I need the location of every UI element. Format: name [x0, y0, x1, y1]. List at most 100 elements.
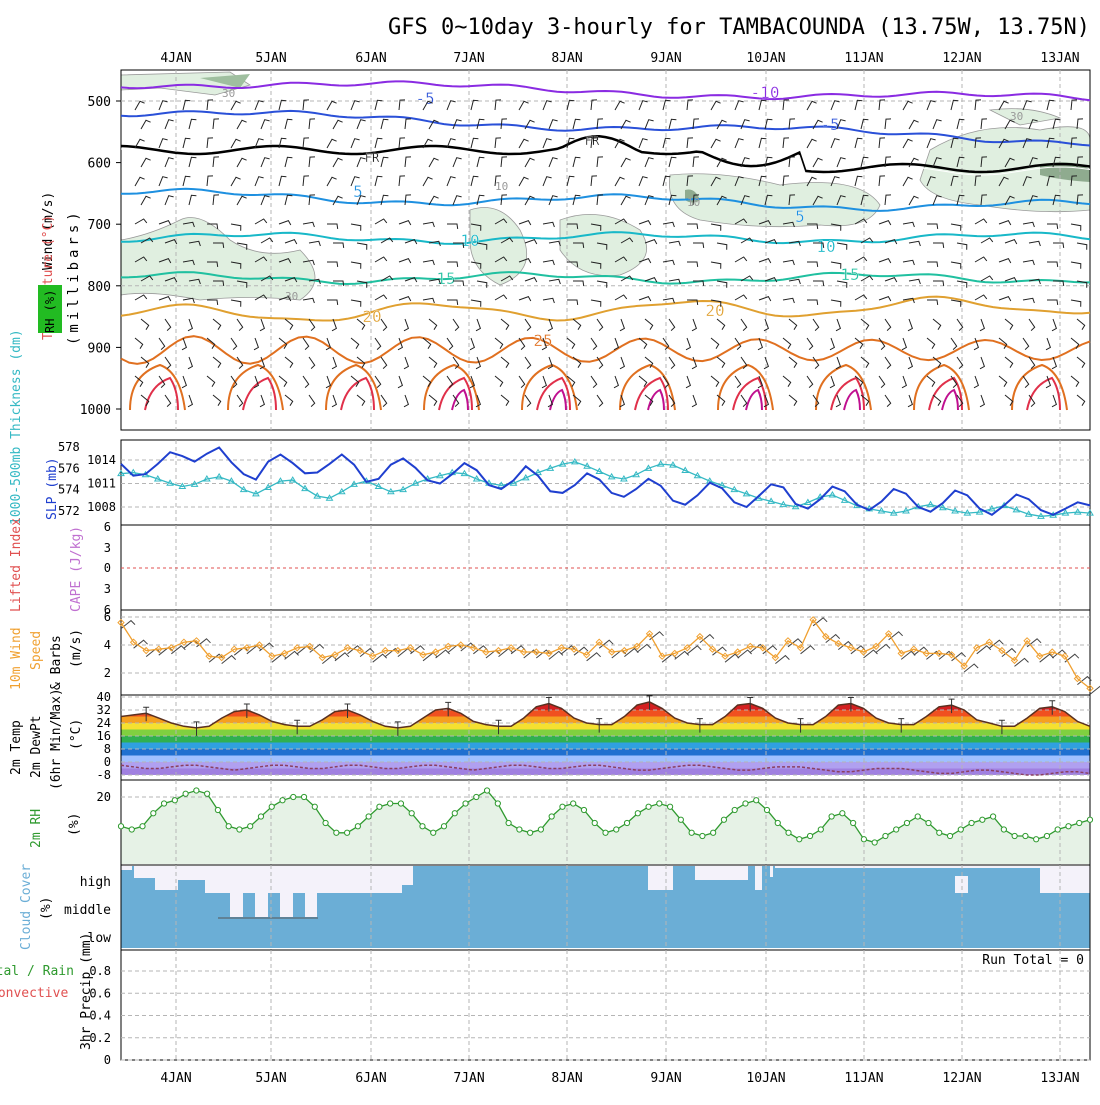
thickness-point: [570, 457, 579, 465]
wind-barb: [1076, 280, 1088, 288]
isotherm-40: [941, 388, 959, 411]
wind-barb: [397, 375, 404, 389]
thickness-point: [460, 469, 469, 477]
rh2m-point: [290, 793, 297, 801]
rh2m-point: [946, 832, 954, 840]
wind-barb: [541, 375, 548, 389]
wind-barb: [140, 157, 151, 168]
wind-barb: [596, 318, 604, 331]
wind-barb: [566, 137, 575, 149]
wind-barb: [572, 394, 582, 406]
slp-frame: [120, 439, 1091, 526]
wind-barb: [1076, 194, 1084, 206]
wind10-point: [557, 644, 566, 652]
wind-barb: [470, 223, 482, 231]
wind10-point: [532, 648, 540, 656]
rh2m-point: [376, 803, 383, 810]
wind10-barb: [875, 643, 891, 653]
wind-barb: [1028, 157, 1038, 168]
wind-barb: [956, 318, 964, 331]
wind10-barb: [460, 642, 476, 652]
cloud-mid-gap: [255, 893, 268, 917]
wind-barb: [662, 99, 671, 111]
wind-barb: [230, 299, 242, 307]
wind-barb: [998, 337, 1008, 349]
wind-barb: [158, 219, 172, 226]
wind-barb: [1004, 356, 1014, 368]
cloud-level-label: high: [80, 875, 111, 890]
wind10-point: [708, 645, 717, 653]
wind-barb: [403, 356, 410, 370]
wind-barb: [782, 375, 792, 387]
wind-barb: [974, 175, 982, 187]
wind-barb: [470, 299, 482, 307]
wind-barb: [164, 195, 174, 206]
wind-barb: [644, 119, 654, 130]
wind10-barb: [787, 638, 803, 648]
wind-barb: [548, 119, 558, 130]
wind-barb: [206, 175, 214, 187]
wind-barb: [596, 242, 608, 250]
wind-barb: [687, 261, 699, 267]
wind-barb: [236, 280, 248, 288]
wind-barb: [614, 294, 628, 301]
wind-barb: [980, 156, 988, 168]
thickness-point: [681, 466, 690, 473]
cloud-gap: [770, 866, 773, 877]
wind-barb: [884, 394, 892, 407]
wind10-point: [771, 653, 780, 662]
rh2m-point: [397, 800, 405, 807]
wind-barb: [884, 156, 892, 168]
wind10-point: [595, 638, 603, 646]
rh2m-point: [182, 790, 189, 797]
cloud-gap: [775, 866, 1090, 868]
wind-barb: [836, 157, 846, 168]
wind-barb: [668, 356, 676, 369]
wind-barb: [284, 394, 294, 406]
wind-barb: [1022, 337, 1030, 350]
wind-barb: [284, 118, 293, 130]
pressure-tick-label: 1000: [80, 403, 111, 418]
wind10-point: [1010, 656, 1019, 665]
wind-barb: [254, 294, 268, 301]
wind10-point: [331, 651, 339, 659]
wind-barb: [254, 218, 268, 225]
wind-barb: [302, 99, 310, 111]
wind-barb: [620, 237, 634, 244]
day-label-top: 12JAN: [942, 51, 981, 66]
wind-barb: [302, 297, 315, 304]
rh2m-point: [570, 800, 577, 807]
wind-barb: [1052, 194, 1061, 206]
wind10-point: [960, 662, 968, 670]
wind-barb: [691, 394, 698, 408]
wind-barb: [452, 318, 460, 331]
wind-barb: [422, 100, 433, 111]
wind-barb: [710, 261, 722, 269]
wind-barb: [542, 297, 555, 304]
wind-barb: [686, 99, 694, 111]
isotherm-label: -5: [820, 115, 839, 134]
wind10-barb: [548, 650, 564, 660]
wind-barb: [668, 278, 681, 285]
wind-barb: [494, 137, 502, 149]
wind-barb: [158, 100, 168, 111]
wind-barb: [260, 275, 274, 282]
wind-barb: [716, 242, 728, 250]
wind10-point: [129, 638, 138, 646]
wind-barb: [1028, 195, 1038, 206]
wind-barb: [973, 337, 980, 351]
wind-barb: [164, 394, 172, 407]
wind-barb: [1047, 261, 1059, 267]
wind-barb: [901, 375, 908, 389]
rh2m-point: [1033, 836, 1040, 843]
slp-tick-label: 1008: [87, 500, 116, 514]
isotherm--5: [120, 109, 1091, 147]
wind10-barb: [636, 643, 652, 653]
wind-barb: [542, 138, 552, 149]
wind-barb: [422, 176, 433, 187]
wind-barb: [374, 375, 382, 388]
wind-barb: [500, 194, 508, 206]
wind-barb: [446, 138, 456, 149]
wind-barb: [236, 119, 247, 130]
